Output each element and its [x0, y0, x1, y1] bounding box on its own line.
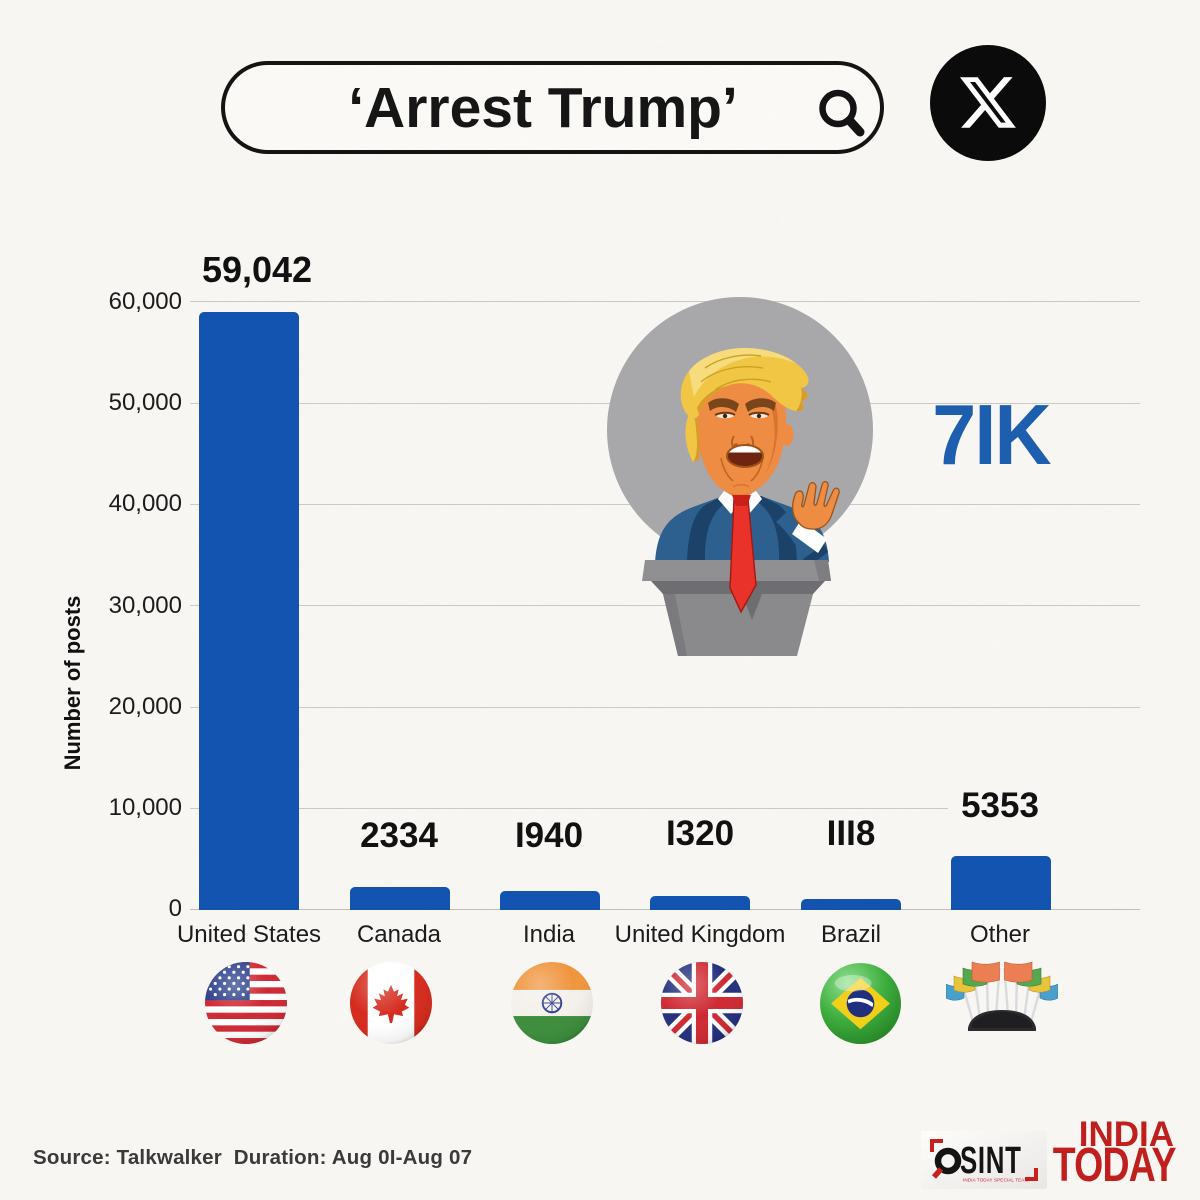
svg-text:INDIA TODAY SPECIAL TEAM: INDIA TODAY SPECIAL TEAM: [963, 1178, 1028, 1183]
svg-text:SINT: SINT: [960, 1139, 1022, 1181]
